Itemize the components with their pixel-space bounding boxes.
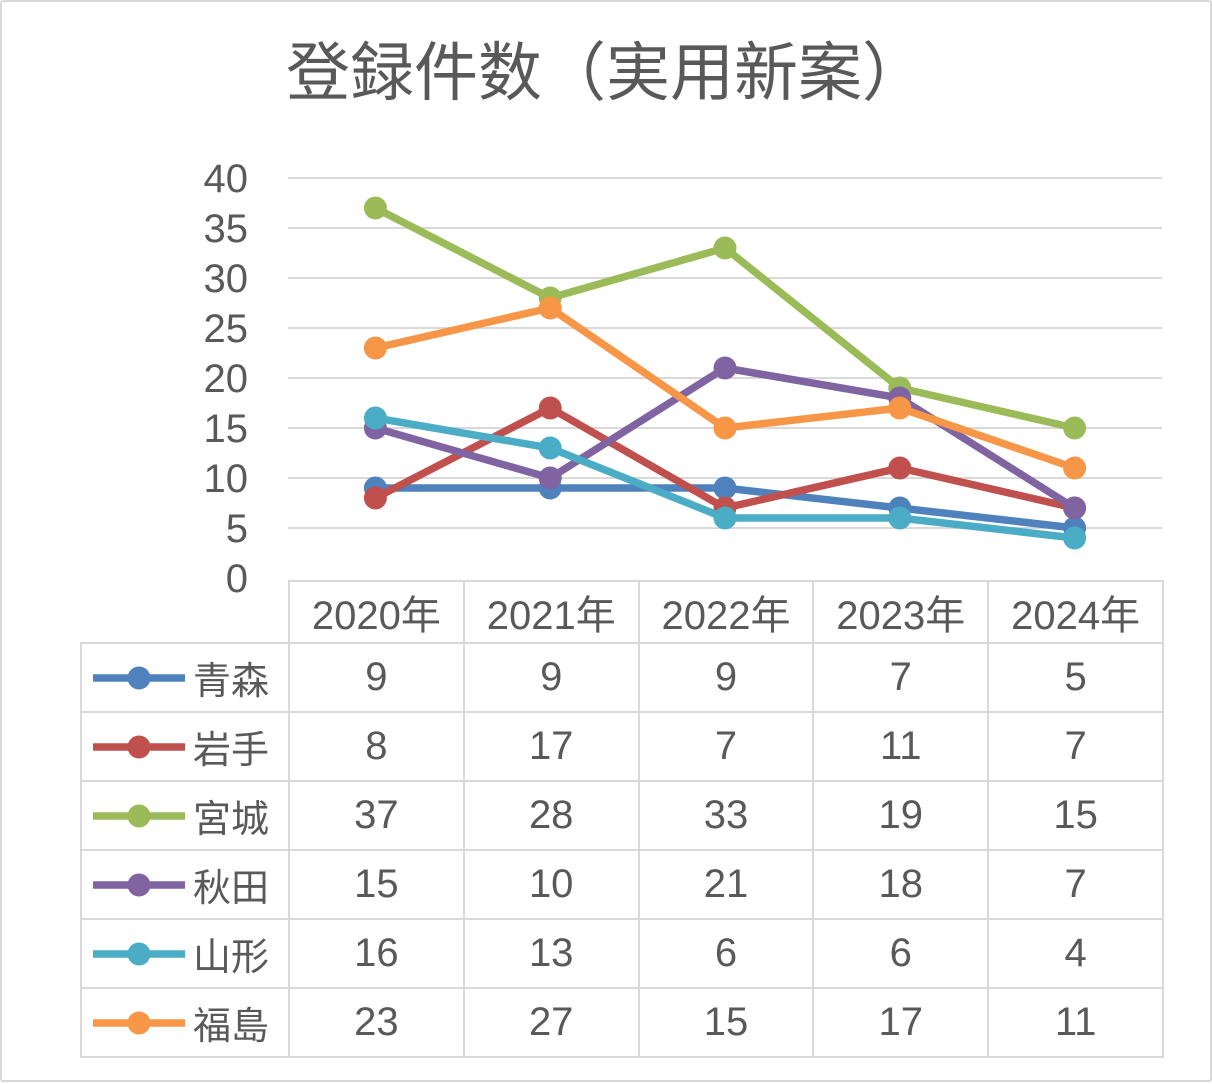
value-cell-aomori-0: 9 — [288, 642, 465, 713]
series-marker-miyagi — [363, 196, 387, 220]
legend-cell-yamagata: 山形 — [80, 918, 290, 989]
legend-cell-aomori: 青森 — [80, 642, 290, 713]
value-cell-akita-4: 7 — [987, 849, 1164, 920]
series-marker-fukushima — [538, 296, 562, 320]
y-axis-tick-label: 15 — [204, 407, 249, 451]
legend-cell-akita: 秋田 — [80, 849, 290, 920]
table-row-yamagata: 山形 16 13 6 6 4 — [80, 918, 1164, 989]
legend-cell-fukushima: 福島 — [80, 987, 290, 1058]
series-marker-aomori — [713, 476, 737, 500]
y-axis-tick-label: 40 — [204, 157, 249, 201]
column-header-3: 2023年 — [812, 580, 990, 644]
series-name-label: 岩手 — [193, 730, 270, 772]
value-cell-akita-3: 18 — [812, 849, 990, 920]
value-cell-yamagata-1: 13 — [462, 918, 640, 989]
value-cell-iwate-4: 7 — [987, 711, 1164, 782]
value-cell-fukushima-4: 11 — [987, 987, 1164, 1058]
value-cell-miyagi-0: 37 — [288, 780, 465, 851]
value-cell-akita-0: 15 — [288, 849, 465, 920]
series-marker-fukushima — [713, 416, 737, 440]
value-cell-miyagi-2: 33 — [637, 780, 815, 851]
series-marker-iwate — [538, 396, 562, 420]
table-corner-cell — [81, 581, 289, 643]
value-cell-fukushima-1: 27 — [462, 987, 640, 1058]
column-header-4: 2024年 — [987, 580, 1164, 644]
legend-key-fukushima — [93, 1011, 185, 1034]
series-marker-fukushima — [363, 336, 387, 360]
table-row-iwate: 岩手 8 17 7 11 7 — [80, 711, 1164, 782]
column-header-1: 2021年 — [462, 580, 640, 644]
legend-key-akita — [93, 873, 185, 896]
value-cell-fukushima-0: 23 — [288, 987, 465, 1058]
legend-key-yamagata — [93, 942, 185, 965]
table-row-fukushima: 福島 23 27 15 17 11 — [80, 987, 1164, 1058]
series-marker-akita — [538, 466, 562, 490]
value-cell-fukushima-2: 15 — [637, 987, 815, 1058]
series-marker-fukushima — [1063, 456, 1087, 480]
y-axis-tick-label: 35 — [204, 207, 249, 251]
value-cell-miyagi-3: 19 — [812, 780, 990, 851]
value-cell-miyagi-1: 28 — [462, 780, 640, 851]
value-cell-aomori-4: 5 — [987, 642, 1164, 713]
value-cell-iwate-2: 7 — [637, 711, 815, 782]
y-axis-tick-label: 30 — [204, 257, 249, 301]
value-cell-yamagata-4: 4 — [987, 918, 1164, 989]
series-marker-iwate — [888, 456, 912, 480]
series-marker-miyagi — [713, 236, 737, 260]
table-row-miyagi: 宮城 37 28 33 19 15 — [80, 780, 1164, 851]
series-marker-yamagata — [713, 506, 737, 530]
series-marker-yamagata — [1063, 526, 1087, 550]
value-cell-yamagata-0: 16 — [288, 918, 465, 989]
series-marker-fukushima — [888, 396, 912, 420]
chart-title: 登録件数（実用新案） — [286, 37, 926, 109]
series-name-label: 宮城 — [193, 799, 270, 841]
legend-cell-iwate: 岩手 — [80, 711, 290, 782]
value-cell-iwate-3: 11 — [812, 711, 990, 782]
series-name-label: 青森 — [193, 661, 270, 703]
series-marker-iwate — [363, 486, 387, 510]
series-marker-yamagata — [363, 406, 387, 430]
y-axis-tick-label: 5 — [226, 507, 248, 551]
y-axis-tick-label: 20 — [204, 357, 249, 401]
legend-key-miyagi — [93, 804, 185, 827]
value-cell-iwate-1: 17 — [462, 711, 640, 782]
table-row-aomori: 青森 9 9 9 7 5 — [80, 642, 1164, 713]
series-marker-akita — [713, 356, 737, 380]
value-cell-akita-1: 10 — [462, 849, 640, 920]
value-cell-miyagi-4: 15 — [987, 780, 1164, 851]
value-cell-akita-2: 21 — [637, 849, 815, 920]
legend-key-aomori — [93, 666, 185, 689]
value-cell-yamagata-2: 6 — [637, 918, 815, 989]
value-cell-aomori-3: 7 — [812, 642, 990, 713]
series-name-label: 秋田 — [193, 868, 270, 910]
series-name-label: 山形 — [193, 937, 270, 979]
series-marker-yamagata — [888, 506, 912, 530]
series-name-label: 福島 — [193, 1006, 270, 1048]
value-cell-yamagata-3: 6 — [812, 918, 990, 989]
value-cell-aomori-1: 9 — [462, 642, 640, 713]
value-cell-iwate-0: 8 — [288, 711, 465, 782]
column-header-2: 2022年 — [637, 580, 815, 644]
y-axis-tick-label: 10 — [204, 457, 249, 501]
series-marker-akita — [1063, 496, 1087, 520]
column-header-0: 2020年 — [288, 580, 465, 644]
table-header-row: 2020年 2021年 2022年 2023年 2024年 — [81, 580, 1164, 644]
y-axis-tick-label: 0 — [226, 557, 248, 601]
y-axis-tick-label: 25 — [204, 307, 249, 351]
series-marker-miyagi — [1063, 416, 1087, 440]
series-marker-yamagata — [538, 436, 562, 460]
legend-key-iwate — [93, 735, 185, 758]
value-cell-aomori-2: 9 — [637, 642, 815, 713]
table-row-akita: 秋田 15 10 21 18 7 — [80, 849, 1164, 920]
value-cell-fukushima-3: 17 — [812, 987, 990, 1058]
chart-data-table: 2020年 2021年 2022年 2023年 2024年 青森 9 9 9 7 5 岩手 8 17 7 1… — [80, 580, 1164, 1058]
legend-cell-miyagi: 宮城 — [80, 780, 290, 851]
